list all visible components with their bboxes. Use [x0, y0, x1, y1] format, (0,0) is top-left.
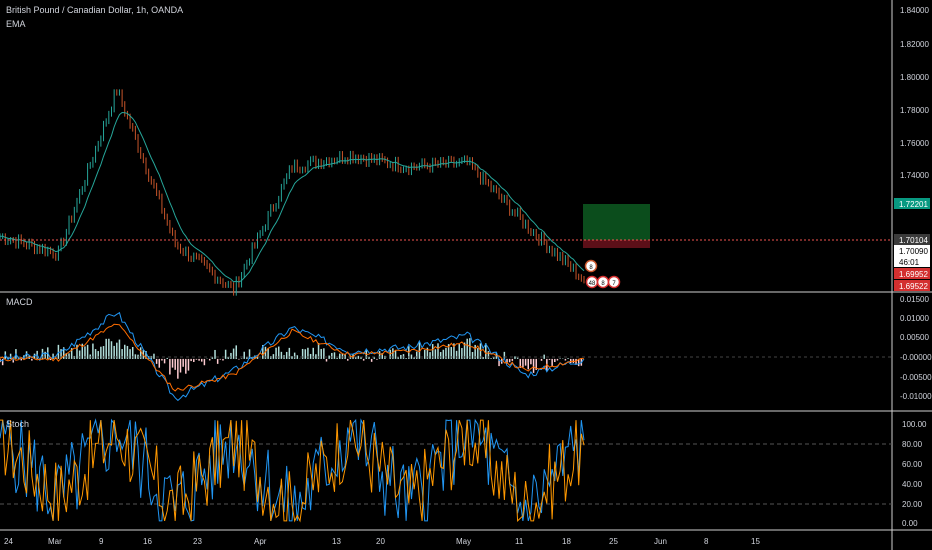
stoch-d-line: [0, 419, 585, 523]
stoch-axis[interactable]: 100.00 80.00 60.00 40.00 20.00 0.00: [902, 420, 927, 528]
stoch-tick: 20.00: [902, 500, 923, 509]
event-marker[interactable]: [584, 259, 598, 273]
macd-tick: -0.00500: [900, 373, 932, 382]
time-tick: 11: [515, 537, 524, 546]
event-marker-label: 8: [589, 265, 593, 271]
price-tick: 1.78000: [900, 106, 929, 115]
macd-tick: -0.01000: [900, 392, 932, 401]
time-tick: May: [456, 537, 471, 546]
time-tick: Apr: [254, 537, 267, 546]
stoch-legend[interactable]: Stoch: [6, 419, 29, 429]
bid-price-label: 1.70090: [899, 247, 928, 256]
countdown-box: [894, 256, 930, 267]
time-tick: 24: [4, 537, 13, 546]
macd-histogram: [0, 338, 583, 379]
macd-axis[interactable]: 0.01500 0.01000 0.00500 -0.00000 -0.0050…: [900, 295, 932, 401]
time-tick: 20: [376, 537, 385, 546]
stoch-tick: 0.00: [902, 519, 918, 528]
ema-legend[interactable]: EMA: [6, 19, 26, 29]
target-price-box: [894, 198, 930, 209]
bar-countdown-label: 46:01: [899, 258, 920, 267]
event-marker[interactable]: [607, 275, 621, 289]
current-price-box: [894, 234, 930, 245]
macd-tick: -0.00000: [900, 353, 932, 362]
event-marker-label: 7: [612, 281, 616, 287]
stoch-tick: 40.00: [902, 480, 923, 489]
macd-signal-line: [0, 323, 585, 392]
price-tick: 1.82000: [900, 40, 929, 49]
time-tick: Jun: [654, 537, 667, 546]
time-tick: 9: [99, 537, 104, 546]
position-target-zone[interactable]: [583, 204, 650, 240]
event-marker-label: 8: [601, 281, 605, 287]
ema-line: [0, 111, 585, 283]
time-tick: 8: [704, 537, 709, 546]
low-price-label: 1.69522: [899, 282, 928, 291]
symbol-title[interactable]: British Pound / Canadian Dollar, 1h, OAN…: [6, 5, 183, 15]
low-price-box: [894, 280, 930, 291]
time-tick: 16: [143, 537, 152, 546]
macd-tick: 0.01500: [900, 295, 929, 304]
macd-tick: 0.01000: [900, 314, 929, 323]
time-tick: 18: [562, 537, 571, 546]
time-tick: 15: [751, 537, 760, 546]
price-tick: 1.84000: [900, 6, 929, 15]
stoch-tick: 60.00: [902, 460, 923, 469]
stoch-tick: 80.00: [902, 440, 923, 449]
event-markers[interactable]: 8 48 8 7: [584, 259, 621, 289]
stoch-tick: 100.00: [902, 420, 927, 429]
macd-line: [0, 311, 585, 402]
time-tick: 23: [193, 537, 202, 546]
stop-price-box: [894, 268, 930, 279]
time-tick: Mar: [48, 537, 62, 546]
current-price-label: 1.70104: [899, 236, 928, 245]
time-tick: 13: [332, 537, 341, 546]
price-tick: 1.74000: [900, 171, 929, 180]
stop-price-label: 1.69952: [899, 270, 928, 279]
price-tick: 1.76000: [900, 139, 929, 148]
position-stop-zone[interactable]: [583, 240, 650, 248]
macd-legend[interactable]: MACD: [6, 297, 33, 307]
target-price-label: 1.72201: [899, 200, 928, 209]
bid-price-box: [894, 245, 930, 256]
macd-tick: 0.00500: [900, 333, 929, 342]
price-tick: 1.80000: [900, 73, 929, 82]
price-axis[interactable]: 1.84000 1.82000 1.80000 1.78000 1.76000 …: [900, 6, 929, 180]
time-axis[interactable]: 24 Mar 9 16 23 Apr 13 20 May 11 18 25 Ju…: [4, 537, 760, 546]
event-marker-label: 48: [589, 281, 596, 287]
time-tick: 25: [609, 537, 618, 546]
